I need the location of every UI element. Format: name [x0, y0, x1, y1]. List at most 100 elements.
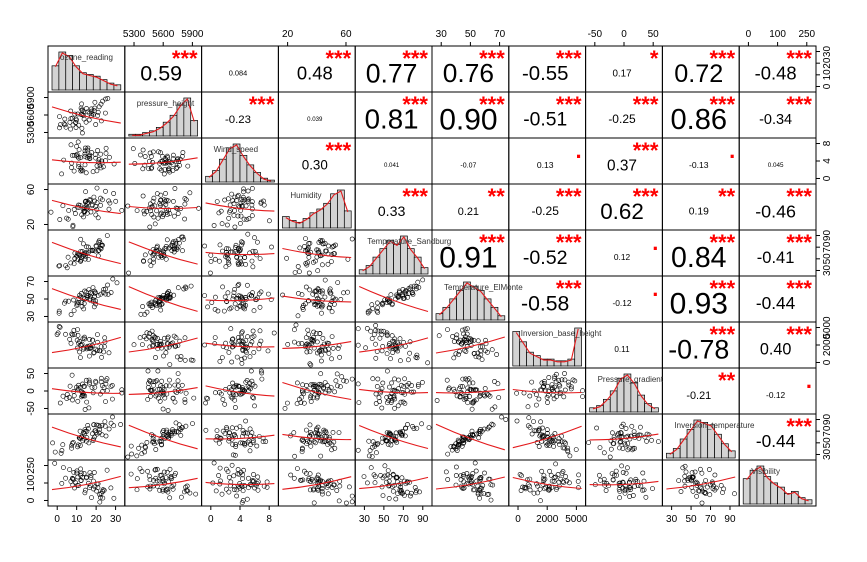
scatter-point-r7-c2-44 [182, 357, 188, 363]
scatter-point-r10-c5-40 [401, 492, 407, 498]
scatter-point-r8-c5-22 [380, 380, 386, 386]
scatter-point-r8-c7-44 [562, 387, 568, 393]
scatter-point-r4-c1-26 [66, 207, 72, 213]
scatter-point-r9-c4-45 [314, 427, 319, 433]
scatter-point-r3-c1-52 [75, 154, 81, 160]
scatter-point-r4-c1-1 [98, 202, 103, 208]
scatter-point-r10-c3-50 [231, 473, 237, 479]
scatter-point-r10-c8-36 [643, 494, 649, 500]
scatter-point-r10-c7-43 [551, 475, 557, 481]
smooth-line-r3-c1 [51, 159, 121, 164]
scatter-point-r8-c7-50 [569, 384, 574, 390]
scatter-point-r10-c9-2 [683, 469, 689, 475]
scatter-point-r9-c2-34 [142, 449, 147, 455]
scatter-point-r2-c1-37 [90, 112, 96, 117]
scatter-point-r7-c2-40 [144, 330, 150, 336]
scatter-point-r4-c1-35 [83, 189, 88, 195]
scatter-point-r4-c2-54 [147, 201, 153, 207]
scatter-point-r4-c3-33 [241, 186, 246, 192]
scatter-point-r8-c2-49 [155, 368, 161, 374]
scatter-point-r4-c2-33 [155, 215, 161, 221]
scatter-point-r7-c4-48 [322, 347, 328, 353]
scatter-point-r8-c7-14 [541, 381, 547, 386]
scatter-point-r4-c1-20 [113, 198, 119, 204]
histogram-bar-9-2 [679, 438, 688, 459]
scatter-point-r4-c3-27 [216, 210, 222, 216]
scatter-point-r7-c6-37 [494, 352, 499, 357]
scatter-point-r6-c4-6 [319, 310, 324, 316]
scatter-point-r5-c2-6 [154, 248, 160, 254]
smooth-line-r8-c3 [205, 385, 275, 397]
scatter-point-r8-c7-42 [529, 379, 535, 385]
scatter-point-r7-c1-28 [95, 332, 100, 337]
scatter-point-r8-c3-36 [243, 379, 249, 385]
scatter-point-r9-c7-3 [567, 453, 573, 459]
scatter-point-r10-c1-6 [91, 470, 97, 475]
scatter-panel-r8-c6 [434, 376, 505, 412]
scatter-point-r5-c1-7 [85, 244, 91, 250]
scatter-point-r8-c4-46 [304, 383, 309, 388]
scatter-point-r8-c2-17 [160, 406, 166, 412]
scatter-point-r10-c8-27 [613, 468, 619, 474]
scatter-point-r3-c2-21 [174, 164, 180, 170]
scatter-point-r8-c2-20 [166, 383, 172, 389]
scatter-point-r3-c2-45 [159, 167, 164, 173]
scatter-point-r5-c2-40 [175, 244, 181, 250]
scatter-point-r7-c3-49 [220, 344, 226, 349]
scatter-point-r6-c3-54 [212, 306, 218, 312]
scatter-point-r8-c2-24 [158, 383, 164, 389]
smooth-line-r8-c4 [282, 381, 352, 401]
scatter-point-r9-c2-38 [159, 442, 164, 448]
scatter-point-r7-c1-41 [71, 327, 77, 333]
scatter-point-r4-c3-10 [232, 224, 238, 230]
scatter-point-r3-c2-15 [173, 166, 179, 171]
scatter-point-r10-c5-17 [413, 490, 419, 496]
scatter-point-r10-c2-54 [184, 487, 189, 493]
scatter-point-r3-c1-20 [82, 162, 88, 168]
significance-stars-r9-c10: *** [786, 414, 812, 439]
scatter-point-r7-c6-21 [471, 351, 477, 356]
scatter-point-r8-c7-16 [553, 379, 559, 385]
scatter-point-r8-c1-15 [103, 381, 109, 387]
bottom-tick-label-1-1: 10 [71, 514, 83, 525]
smooth-line-r6-c5 [358, 285, 429, 313]
correlation-value-r8-c9: -0.21 [686, 390, 711, 402]
scatter-point-r7-c2-33 [156, 341, 162, 347]
scatter-point-r8-c5-1 [402, 391, 408, 397]
scatter-point-r6-c1-44 [77, 292, 82, 298]
smooth-line-r6-c4 [282, 295, 352, 303]
scatter-point-r8-c5-47 [398, 399, 404, 405]
scatter-point-r6-c4-11 [327, 305, 332, 311]
scatter-point-r5-c2-38 [163, 256, 169, 262]
scatter-point-r9-c3-46 [230, 442, 236, 447]
scatter-point-r4-c2-23 [152, 221, 158, 227]
scatter-point-r7-c4-40 [296, 341, 302, 347]
scatter-point-r4-c2-36 [166, 207, 172, 213]
scatter-point-r4-c3-19 [235, 213, 241, 219]
scatter-point-r10-c1-37 [88, 473, 94, 478]
significance-stars-r6-c7: *** [556, 276, 582, 301]
scatter-point-r10-c2-18 [167, 466, 173, 472]
panel-border-r9-c1 [47, 413, 126, 461]
scatter-point-r5-c2-16 [156, 254, 161, 260]
scatter-point-r10-c2-0 [147, 477, 153, 483]
scatter-point-r7-c1-32 [69, 331, 75, 337]
bottom-tick-label-3-0: 0 [208, 514, 214, 525]
scatter-point-r8-c4-5 [337, 384, 343, 390]
scatter-point-r4-c3-13 [258, 199, 264, 205]
scatter-point-r9-c2-41 [125, 454, 131, 460]
scatter-point-r6-c2-53 [154, 302, 159, 308]
smooth-line-r10-c5 [359, 476, 429, 490]
scatter-point-r9-c8-47 [622, 440, 627, 446]
scatter-point-r10-c8-51 [610, 477, 616, 482]
scatter-point-r9-c8-39 [618, 430, 624, 435]
scatter-point-r7-c3-41 [229, 344, 235, 350]
scatter-point-r3-c2-47 [164, 153, 170, 159]
scatter-point-r6-c3-13 [235, 283, 241, 288]
scatter-point-r7-c2-43 [167, 362, 173, 367]
scatter-point-r10-c8-49 [628, 477, 634, 483]
scatter-point-r5-c4-50 [329, 244, 335, 250]
scatter-point-r9-c3-47 [224, 425, 229, 430]
scatter-point-r10-c2-50 [169, 476, 175, 481]
